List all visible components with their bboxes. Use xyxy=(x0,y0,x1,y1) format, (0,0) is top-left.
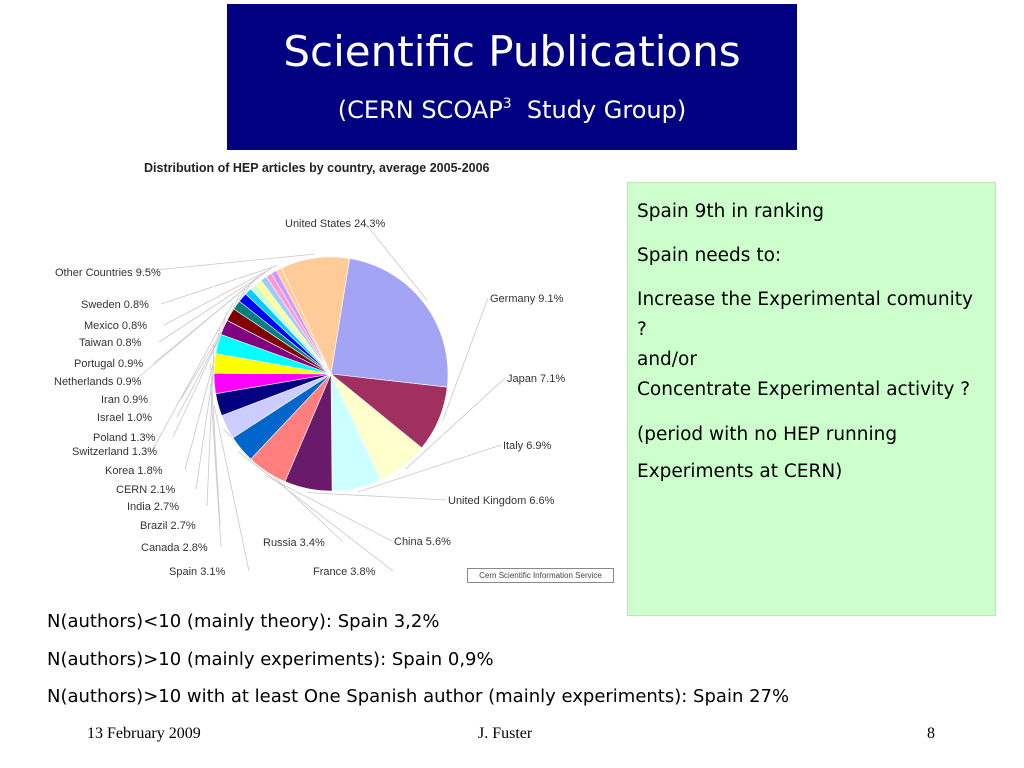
leader-line xyxy=(153,274,262,364)
note-spacer xyxy=(637,227,985,241)
bullet-line: N(authors)>10 (mainly experiments): Spai… xyxy=(47,649,494,671)
slice-label: China 5.6% xyxy=(394,536,451,548)
leader-line xyxy=(307,492,447,501)
slide-subtitle: (CERN SCOAP3 Study Group) xyxy=(227,90,797,124)
note-line: Concentrate Experimental activity ? xyxy=(637,379,971,400)
note-line: and/or xyxy=(637,349,697,370)
note-line: (period with no HEP running Experiments … xyxy=(637,424,898,482)
subtitle-suffix: Study Group) xyxy=(511,96,687,124)
slice-label: Taiwan 0.8% xyxy=(79,337,142,349)
leader-line xyxy=(206,342,215,507)
note-line: Spain 9th in ranking xyxy=(637,201,824,222)
slice-label: Mexico 0.8% xyxy=(84,320,147,332)
slide-title: Scientific Publications xyxy=(283,27,741,76)
slice-label: Italy 6.9% xyxy=(503,440,552,452)
leader-line xyxy=(213,405,250,572)
leader-line xyxy=(158,271,267,343)
bullet-rest: (mainly theory): Spain 3,2% xyxy=(181,611,440,632)
footer-page-number: 8 xyxy=(927,725,935,742)
bullet-rest: (mainly experiments): Spain 0,9% xyxy=(181,649,494,670)
leader-line xyxy=(160,265,278,305)
slice-label: Israel 1.0% xyxy=(97,412,152,424)
leader-line xyxy=(163,268,272,326)
slice-label: Korea 1.8% xyxy=(105,465,163,477)
slice-label: Other Countries 9.5% xyxy=(55,267,161,279)
footer-date: 13 February 2009 xyxy=(87,725,201,742)
chart-title: Distribution of HEP articles by country,… xyxy=(144,161,490,175)
leader-line xyxy=(264,474,393,542)
bullet-line: N(authors)<10 (mainly theory): Spain 3,2… xyxy=(47,611,439,633)
slice-label: Germany 9.1% xyxy=(490,293,564,305)
chart-credit: Cern Scientific Information Service xyxy=(467,568,614,583)
slice-label: Poland 1.3% xyxy=(93,432,156,444)
bullet-bold: N(authors)<10 xyxy=(47,611,182,632)
notes-box: Spain 9th in ranking Spain needs to: Inc… xyxy=(627,182,996,616)
leader-line xyxy=(442,297,489,422)
pie-chart: United States 24.3% Germany 9.1% Japan 7.1… xyxy=(54,218,565,578)
slice-label: France 3.8% xyxy=(313,566,376,578)
bullet-bold: N(authors)>10 xyxy=(47,649,182,670)
leader-line xyxy=(357,444,502,493)
slice-label: Switzerland 1.3% xyxy=(72,446,157,458)
pie-slice-united-states xyxy=(330,258,449,388)
leader-line xyxy=(364,222,428,302)
leader-line xyxy=(405,377,506,470)
slice-label: India 2.7% xyxy=(127,501,179,513)
slice-label: Brazil 2.7% xyxy=(140,520,196,532)
bullet-line: N(authors)>10 with at least One Spanish … xyxy=(47,686,789,708)
slice-label: Japan 7.1% xyxy=(507,373,565,385)
note-line: Spain needs to: xyxy=(637,245,782,266)
slice-label: Portugal 0.9% xyxy=(74,358,143,370)
slice-label: Canada 2.8% xyxy=(141,542,208,554)
slide-title-box: Scientific Publications (CERN SCOAP3 Stu… xyxy=(227,4,797,150)
slice-label: Netherlands 0.9% xyxy=(54,376,142,388)
subtitle-prefix: (CERN SCOAP xyxy=(337,96,503,124)
slice-label: Spain 3.1% xyxy=(169,566,225,578)
slice-label: Iran 0.9% xyxy=(101,394,148,406)
subtitle-superscript: 3 xyxy=(502,96,512,112)
slice-label: Russia 3.4% xyxy=(263,537,325,549)
leader-line xyxy=(134,253,315,273)
note-spacer xyxy=(637,271,985,285)
bullet-rest: (mainly experiments): Spain 27% xyxy=(482,686,790,707)
slice-label: CERN 2.1% xyxy=(116,484,176,496)
slice-label: United Kingdom 6.6% xyxy=(448,495,555,507)
leader-line xyxy=(151,302,234,452)
slice-label: Sweden 0.8% xyxy=(81,299,149,311)
pie-slice-other-countries xyxy=(281,256,350,376)
bullet-bold: N(authors)>10 with at least One Spanish … xyxy=(47,686,483,707)
note-line: Increase the Experimental comunity ? xyxy=(637,289,973,340)
leader-line xyxy=(210,383,222,548)
footer-author: J. Fuster xyxy=(478,725,533,742)
leader-line xyxy=(237,451,394,572)
slice-label: United States 24.3% xyxy=(285,218,386,230)
